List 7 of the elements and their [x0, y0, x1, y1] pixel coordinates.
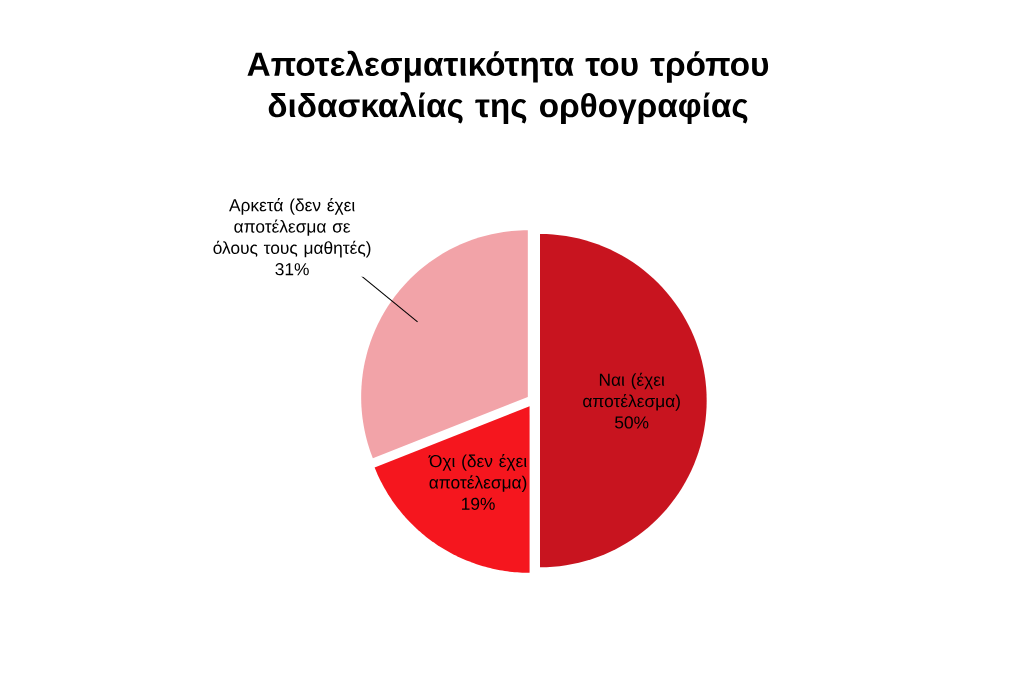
data-label: 31% — [275, 263, 309, 276]
data-label: 50% — [615, 416, 649, 429]
slice-label: Όχι (δεν έχει αποτέλεσμα) — [428, 454, 527, 493]
data-label: 19% — [462, 497, 495, 510]
slice-label: Αρκετά (δεν έχει αποτέλεσμα σε όλους τους μαθητές) — [213, 198, 371, 258]
slice-label: Ναι (έχει αποτέλεσμα) — [583, 372, 680, 411]
chart-title: Αποτελεσματικότητα του τρόπου διδασκαλίας της ορθογραφίας — [247, 50, 769, 124]
